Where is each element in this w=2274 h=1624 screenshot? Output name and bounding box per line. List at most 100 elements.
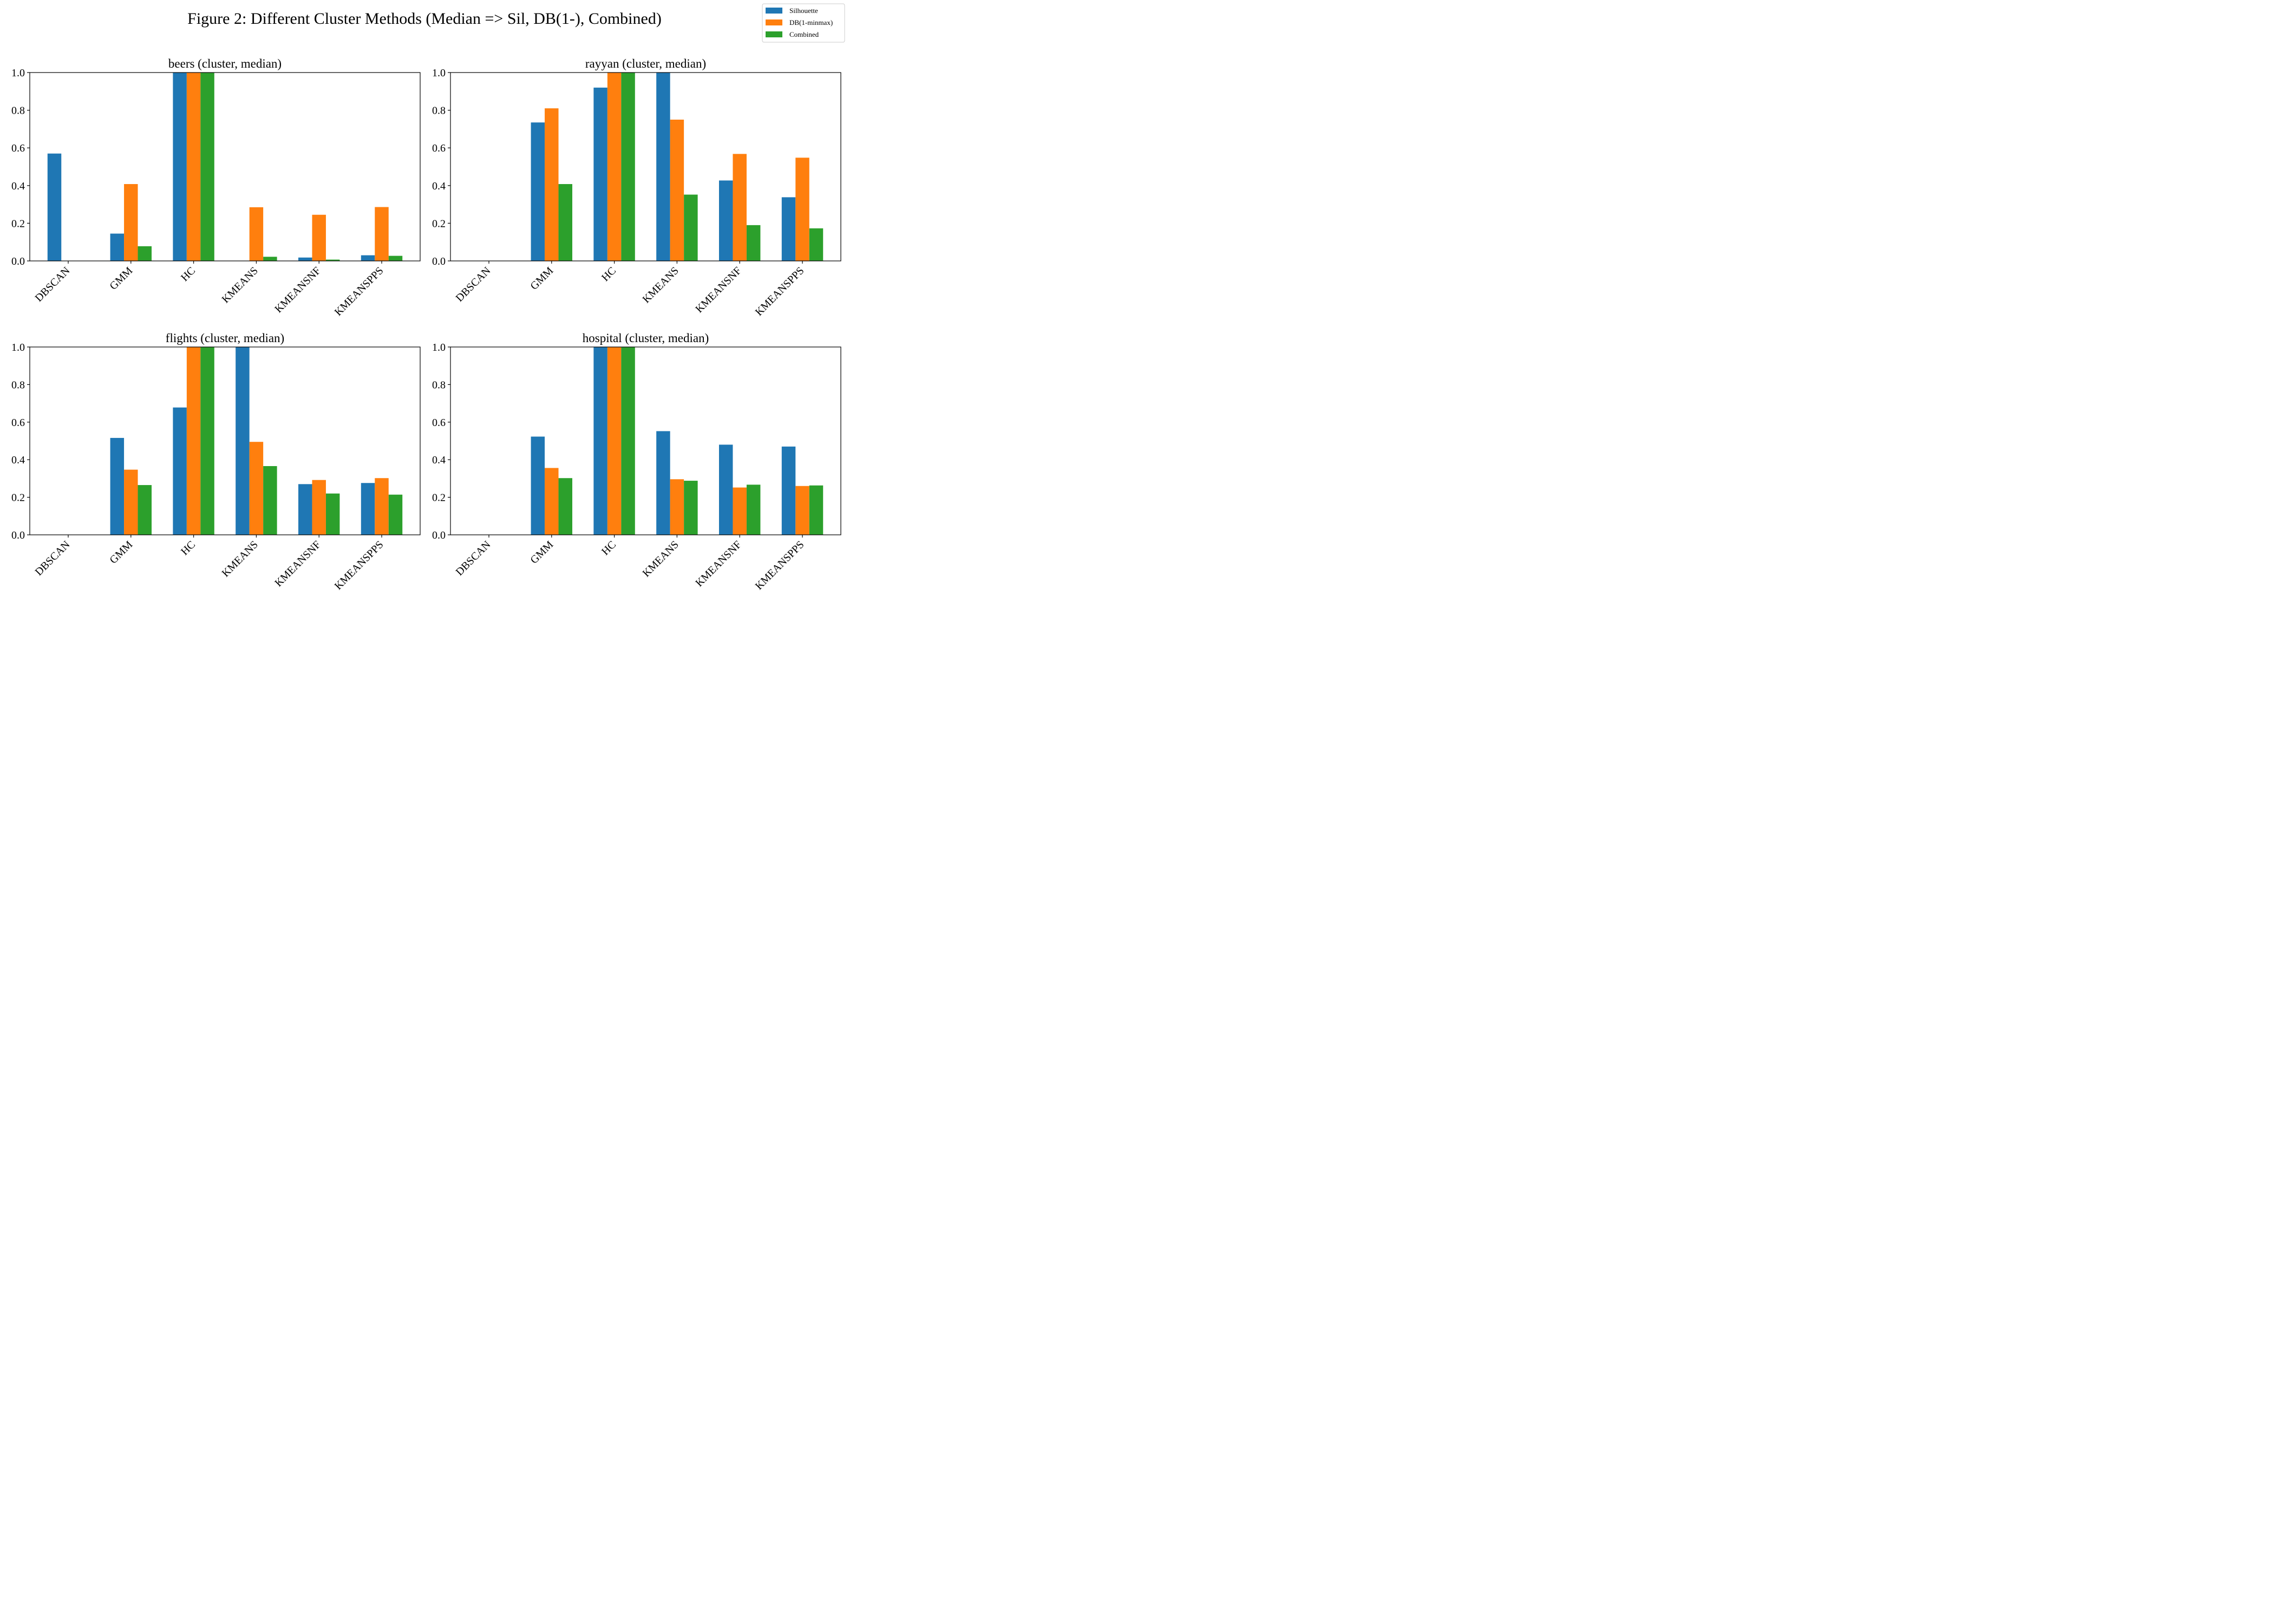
bar-silhouette-kmeanspps — [781, 446, 796, 535]
bar-combined-kmeanspps — [388, 494, 403, 535]
bar-db-kmeanspps — [375, 478, 389, 535]
bar-combined-kmeans — [263, 466, 277, 535]
bar-db-kmeans — [670, 120, 684, 261]
y-tick-label: 1.0 — [11, 67, 25, 79]
legend-swatch-combined — [766, 31, 782, 37]
bar-db-hc — [186, 73, 201, 261]
legend-swatch-silhouette — [766, 8, 782, 14]
bar-db-gmm — [545, 468, 559, 535]
bar-combined-kmeansnf — [746, 225, 761, 261]
bar-silhouette-kmeansnf — [718, 180, 733, 261]
bar-combined-hc — [200, 73, 214, 261]
bar-silhouette-gmm — [531, 122, 545, 261]
bar-combined-hc — [621, 73, 635, 261]
bar-db-hc — [607, 347, 622, 535]
bar-db-kmeans — [670, 479, 684, 535]
bar-db-hc — [186, 347, 201, 535]
y-tick-label: 0.6 — [432, 142, 446, 154]
bar-silhouette-kmeanspps — [361, 483, 375, 535]
y-tick-label: 0.8 — [432, 379, 446, 391]
bar-silhouette-kmeans — [656, 73, 670, 261]
bar-db-kmeans — [249, 207, 264, 261]
axes-frame — [450, 346, 841, 535]
y-tick-label: 0.8 — [432, 105, 446, 117]
y-tick-label: 0.8 — [11, 379, 25, 391]
y-tick-label: 1.0 — [432, 67, 446, 79]
y-tick-label: 0.4 — [432, 180, 446, 192]
bar-silhouette-hc — [173, 73, 187, 261]
bar-silhouette-hc — [173, 407, 187, 535]
bar-silhouette-kmeansnf — [298, 257, 312, 261]
subplot-title: beers (cluster, median) — [168, 57, 282, 70]
bar-combined-kmeanspps — [809, 228, 824, 261]
bar-silhouette-kmeanspps — [361, 255, 375, 261]
bar-silhouette-gmm — [110, 233, 125, 261]
bar-db-gmm — [124, 469, 138, 535]
subplot-title: flights (cluster, median) — [166, 331, 284, 345]
bar-silhouette-kmeans — [236, 347, 250, 535]
y-tick-label: 0.0 — [11, 256, 25, 267]
bar-combined-kmeansnf — [325, 493, 340, 535]
bar-silhouette-gmm — [531, 436, 545, 535]
subplot-title: hospital (cluster, median) — [583, 331, 709, 345]
bar-silhouette-hc — [593, 347, 607, 535]
bar-combined-hc — [200, 347, 214, 535]
y-tick-label: 0.4 — [11, 180, 25, 192]
bar-combined-gmm — [138, 246, 152, 261]
legend-label-combined: Combined — [789, 30, 819, 38]
bar-silhouette-kmeanspps — [781, 197, 796, 261]
bar-combined-kmeans — [263, 257, 277, 261]
bar-silhouette-kmeansnf — [298, 484, 312, 535]
y-tick-label: 0.2 — [11, 218, 25, 230]
axes-frame — [29, 346, 421, 535]
bar-combined-kmeansnf — [325, 259, 340, 261]
y-tick-label: 0.0 — [432, 256, 446, 267]
bar-silhouette-gmm — [110, 437, 125, 535]
bar-combined-gmm — [558, 184, 573, 261]
bar-db-gmm — [545, 108, 559, 261]
bar-db-kmeansnf — [733, 487, 747, 535]
y-tick-label: 0.0 — [432, 529, 446, 541]
bar-db-kmeanspps — [795, 486, 809, 535]
axes-frame — [450, 72, 841, 261]
bar-db-kmeanspps — [375, 207, 389, 261]
bar-combined-kmeans — [684, 194, 698, 261]
y-tick-label: 1.0 — [432, 342, 446, 353]
y-tick-label: 0.2 — [11, 492, 25, 504]
bar-combined-gmm — [138, 485, 152, 535]
bar-db-kmeans — [249, 442, 264, 535]
y-tick-label: 0.2 — [432, 218, 446, 230]
bar-silhouette-hc — [593, 87, 607, 261]
bar-combined-gmm — [558, 478, 573, 535]
legend-swatch-db — [766, 19, 782, 25]
bar-db-kmeansnf — [312, 214, 326, 261]
y-tick-label: 0.6 — [11, 417, 25, 429]
subplots: beers (cluster, median) 0.0 0.2 0.4 0.6 0.8 1.… — [11, 57, 841, 592]
bar-db-kmeanspps — [795, 158, 809, 261]
bar-silhouette-dbscan — [47, 153, 62, 261]
y-tick-label: 1.0 — [11, 342, 25, 353]
subplot-title: rayyan (cluster, median) — [585, 57, 706, 70]
y-tick-label: 0.6 — [11, 142, 25, 154]
y-tick-label: 0.8 — [11, 105, 25, 117]
bar-db-kmeansnf — [312, 480, 326, 535]
figure: Figure 2: Different Cluster Methods (Med… — [0, 0, 849, 597]
legend-frame — [762, 3, 845, 43]
legend: Silhouette DB(1-minmax) Combined — [762, 3, 845, 43]
legend-label-db: DB(1-minmax) — [789, 18, 833, 27]
bar-combined-hc — [621, 347, 635, 535]
axes-frame — [29, 72, 421, 261]
bar-db-kmeansnf — [733, 154, 747, 261]
bar-db-hc — [607, 73, 622, 261]
y-tick-label: 0.4 — [11, 454, 25, 466]
legend-label-silhouette: Silhouette — [789, 6, 818, 15]
y-tick-label: 0.6 — [432, 417, 446, 429]
bar-combined-kmeanspps — [809, 485, 824, 535]
y-tick-label: 0.4 — [432, 454, 446, 466]
bar-silhouette-kmeansnf — [718, 444, 733, 535]
bar-combined-kmeanspps — [388, 256, 403, 261]
figure-title: Figure 2: Different Cluster Methods (Med… — [187, 10, 662, 28]
bar-db-gmm — [124, 184, 138, 261]
y-tick-label: 0.2 — [432, 492, 446, 504]
bar-silhouette-kmeans — [656, 431, 670, 535]
